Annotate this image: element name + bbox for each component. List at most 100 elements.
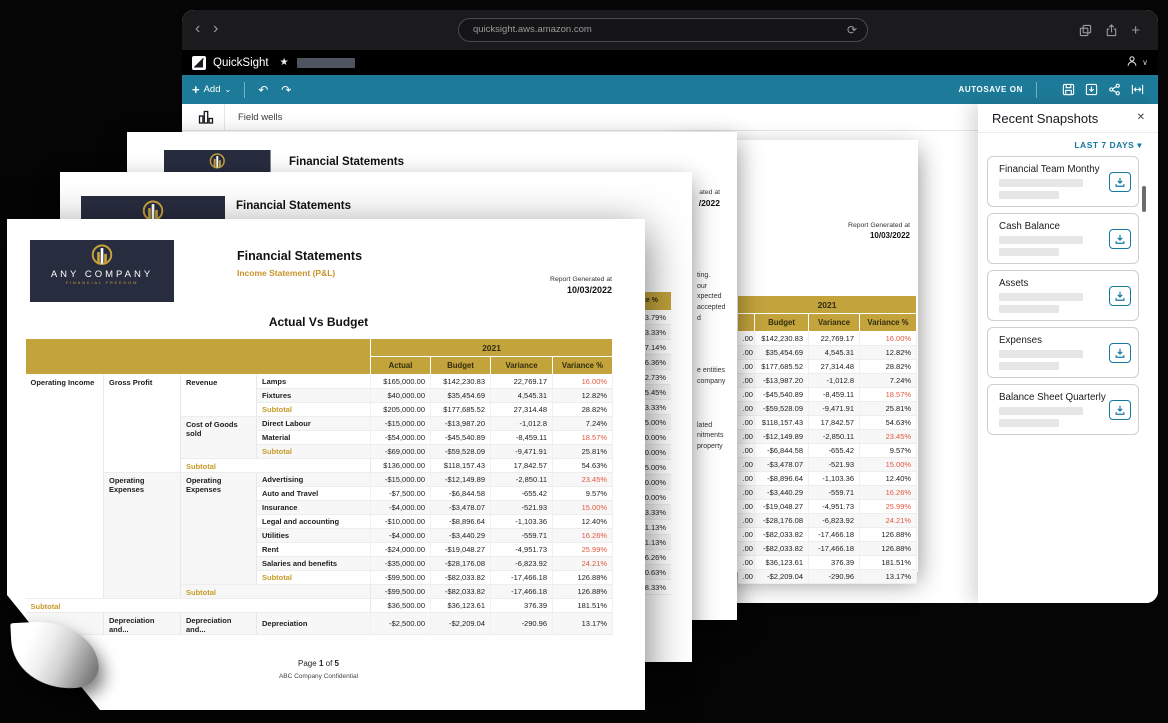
notes-fragment: ting. <box>697 272 711 279</box>
page-number: 1 <box>318 659 324 668</box>
export-icon[interactable] <box>1085 83 1098 96</box>
snapshot-download-button[interactable] <box>1109 343 1131 363</box>
reload-icon[interactable]: ⟳ <box>846 23 857 37</box>
browser-actions: + <box>1079 10 1140 50</box>
pl-variance-pct-cell: 28.82% <box>859 359 918 374</box>
pl-variance-pct-cell: 23.45% <box>859 429 918 444</box>
undo-button[interactable]: ↶ <box>258 82 269 97</box>
table-row: Legal and accounting -$10,000.00 -$8,896.6… <box>26 514 614 529</box>
analysis-toolbar: + Add ⌄ ↶ ↷ AUTOSAVE ON <box>182 75 1158 104</box>
pl-actual-cell: $40,000.00 <box>370 388 431 403</box>
snapshot-card-list: Financial Team Monthy Cash Balance Assets E… <box>987 156 1139 435</box>
pl-actual-cell: -$15,000.00 <box>370 472 431 487</box>
pl-variance-cell: -655.42 <box>808 443 860 458</box>
pl-budget-cell: -$8,896.64 <box>754 471 809 486</box>
time-filter-dropdown[interactable]: LAST 7 DAYS ▾ <box>1074 140 1142 150</box>
pl-actual-cell: -$35,000.00 <box>370 556 431 571</box>
snapshot-placeholder-bar <box>999 248 1059 256</box>
new-tab-icon[interactable]: + <box>1131 21 1140 39</box>
table-row: Salaries and benefits -$35,000.00 -$28,176… <box>26 556 614 571</box>
snapshot-card[interactable]: Balance Sheet Quarterly <box>987 384 1139 435</box>
report-generated-date: 10/03/2022 <box>869 231 910 240</box>
pl-group-cell: Gross Profit <box>103 374 181 473</box>
snapshot-download-button[interactable] <box>1109 400 1131 420</box>
pl-label-cell: Lamps <box>256 374 371 389</box>
user-menu-caret-icon[interactable]: ∨ <box>1142 58 1148 67</box>
pl-budget-cell: -$8,896.64 <box>430 514 491 529</box>
pl-budget-cell: -$3,478.07 <box>430 500 491 515</box>
pl-variance-pct-cell: 9.57% <box>552 486 614 501</box>
favorite-star-icon[interactable]: ★ <box>279 57 289 68</box>
pl-variance-pct-cell: 13.17% <box>552 612 614 635</box>
pl-actual-fragment-cell: .00 <box>737 443 755 458</box>
notes-fragment: d <box>697 315 701 322</box>
pl-variance-cell: -8,459.11 <box>490 430 553 445</box>
pl-header-group-block <box>25 338 371 375</box>
pl-label-cell: Advertising <box>256 472 371 487</box>
pl-budget-cell: -$6,844.58 <box>430 486 491 501</box>
notes-fragment: property <box>697 443 723 450</box>
share-page-icon[interactable] <box>1105 23 1118 37</box>
snapshot-title: Financial Team Monthy <box>999 164 1100 175</box>
pl-variance-pct-cell: 9.57% <box>859 443 918 458</box>
table-row: Rent -$24,000.00 -$19,048.27 -4,951.73 25.99… <box>26 542 614 557</box>
snapshot-title: Assets <box>999 278 1029 289</box>
pl-variance-pct-cell: 15.00% <box>859 457 918 472</box>
pl-variance-cell: -17,466.18 <box>808 541 860 556</box>
snapshot-card[interactable]: Cash Balance <box>987 213 1139 264</box>
pl-variance-pct-cell: 28.82% <box>552 402 614 417</box>
close-icon[interactable]: ✕ <box>1136 112 1145 123</box>
table-row: .00 -$3,478.07 -521.93 15.00% <box>737 457 918 472</box>
notes-fragment: e entities <box>697 367 726 374</box>
table-row: .00 -$28,176.08 -6,823.92 24.21% <box>737 513 918 528</box>
pl-variance-cell: -521.93 <box>490 500 553 515</box>
pl-actual-fragment-cell: .00 <box>737 541 755 556</box>
pl-label-cell: Material <box>256 430 371 445</box>
share-icon[interactable] <box>1108 83 1121 96</box>
tabs-overview-icon[interactable] <box>1079 24 1092 37</box>
pl-actual-cell: -$69,000.00 <box>370 444 431 459</box>
user-icon[interactable] <box>1126 54 1138 72</box>
snapshot-placeholder-bar <box>999 293 1083 301</box>
visual-type-bar-chart-icon[interactable] <box>198 109 214 130</box>
snapshot-card[interactable]: Financial Team Monthy <box>987 156 1139 207</box>
pl-variance-pct-cell: 12.82% <box>552 388 614 403</box>
snapshot-card[interactable]: Expenses <box>987 327 1139 378</box>
notes-fragment: company <box>697 378 726 385</box>
panel-scrollbar[interactable] <box>1142 186 1146 212</box>
snapshot-download-button[interactable] <box>1109 286 1131 306</box>
pl-variance-pct-cell: 126.88% <box>552 584 614 599</box>
snapshot-card[interactable]: Assets <box>987 270 1139 321</box>
pl-budget-cell: -$3,440.29 <box>754 485 809 500</box>
pl-group-cell: Subtotal <box>25 598 371 613</box>
pl-actual-cell: -$54,000.00 <box>370 430 431 445</box>
snapshot-title: Balance Sheet Quarterly <box>999 392 1106 403</box>
save-icon[interactable] <box>1062 83 1075 96</box>
pl-variance-cell: -1,103.36 <box>808 471 860 486</box>
pl-variance-cell: -4,951.73 <box>490 542 553 557</box>
table-row: Subtotal $136,000.00 $118,157.43 17,842.57 5… <box>26 458 614 473</box>
address-bar[interactable]: quicksight.aws.amazon.com ⟳ <box>458 18 868 42</box>
table-row: .00 -$12,149.89 -2,850.11 23.45% <box>737 429 918 444</box>
table-row: .00 -$59,528.09 -9,471.91 25.81% <box>737 401 918 416</box>
pl-budget-cell: -$12,149.89 <box>754 429 809 444</box>
add-button[interactable]: + Add ⌄ <box>192 82 231 97</box>
add-caret-icon: ⌄ <box>224 85 232 94</box>
table-row: .00 -$3,440.29 -559.71 16.26% <box>737 485 918 500</box>
pl-variance-cell: 27,314.48 <box>808 359 860 374</box>
table-row: Insurance -$4,000.00 -$3,478.07 -521.93 15.0… <box>26 500 614 515</box>
add-plus-icon: + <box>192 82 200 97</box>
redo-button[interactable]: ↷ <box>281 82 292 97</box>
snapshot-download-button[interactable] <box>1109 229 1131 249</box>
pl-variance-pct-cell: 16.00% <box>552 374 614 389</box>
snapshot-download-button[interactable] <box>1109 172 1131 192</box>
pl-variance-pct-cell: 23.45% <box>552 472 614 487</box>
fit-width-icon[interactable] <box>1131 83 1144 96</box>
snapshot-placeholder-bar <box>999 236 1083 244</box>
table-row: .00 $118,157.43 17,842.57 54.63% <box>737 415 918 430</box>
browser-back-button[interactable]: ‹ <box>195 20 201 37</box>
pl-group-cell: Revenue <box>180 374 257 417</box>
notes-fragment: our <box>697 283 708 290</box>
pl-actual-fragment-cell: .00 <box>737 387 755 402</box>
browser-forward-button[interactable]: › <box>213 20 219 37</box>
